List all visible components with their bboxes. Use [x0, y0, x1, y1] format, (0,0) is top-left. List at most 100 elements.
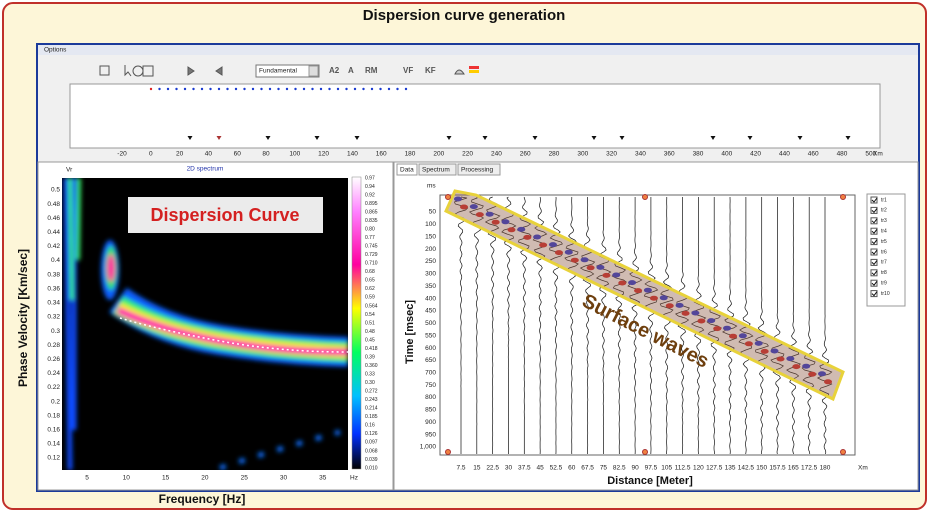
y-tick-label: 900: [425, 419, 436, 426]
tab[interactable]: [418, 163, 457, 176]
panel-title: 2D spectrum: [187, 166, 224, 173]
check-mark: [871, 260, 878, 266]
trace-checkbox[interactable]: [870, 206, 878, 214]
trace-checkbox[interactable]: [870, 290, 878, 298]
trace-checkbox[interactable]: [870, 279, 878, 287]
trace-name: tr8: [881, 270, 887, 276]
trace-name: tr4: [881, 229, 887, 235]
tool-icon[interactable]: [469, 70, 479, 73]
y-tick-label: 800: [425, 394, 436, 401]
tab-label[interactable]: Spectrum: [422, 167, 450, 174]
mode-select[interactable]: [255, 64, 320, 78]
tool-icon[interactable]: [454, 69, 465, 75]
colorbar: [351, 176, 362, 470]
tool-icon[interactable]: [99, 65, 110, 76]
toolbar-button[interactable]: A2: [329, 66, 340, 75]
tab[interactable]: [396, 163, 418, 176]
source-marker: [216, 136, 222, 140]
trace: [516, 196, 532, 454]
wave-peak: [713, 326, 722, 332]
trace: [738, 196, 754, 455]
trace-checkbox[interactable]: [870, 217, 878, 225]
wave-peak: [729, 333, 738, 339]
trace-name: tr10: [881, 291, 890, 297]
toolbar-button[interactable]: A: [348, 66, 354, 75]
trace-checkbox[interactable]: [870, 269, 878, 277]
trace-checkbox[interactable]: [870, 248, 878, 256]
geophone-dot: [328, 87, 331, 91]
tab-label[interactable]: Processing: [461, 167, 494, 174]
x-tick-label: 75: [600, 465, 608, 472]
tool-icon[interactable]: [142, 65, 154, 77]
tool-icon[interactable]: [469, 66, 479, 69]
ruler-tick-label: 80: [262, 151, 270, 158]
y-tick-label: 0.38: [47, 271, 60, 278]
y-tick-label: 0.34: [47, 300, 60, 307]
x-tick-label: 37.5: [518, 465, 531, 472]
ruler-tick-label: 180: [405, 151, 416, 158]
toolbar-button[interactable]: VF: [403, 66, 413, 75]
trace-checkbox[interactable]: [870, 258, 878, 266]
colorbar-tick-label: 0.126: [365, 431, 378, 437]
source-marker: [354, 136, 360, 140]
x-unit: Xm: [858, 465, 868, 472]
trace: [627, 196, 643, 455]
y-tick-label: 300: [425, 271, 436, 278]
tool-icon[interactable]: [215, 66, 223, 76]
wave-peak: [618, 280, 627, 286]
wave-peak: [824, 379, 832, 385]
ruler-tick-label: 60: [234, 151, 242, 158]
toolbar-button[interactable]: KF: [425, 66, 436, 75]
geophone-dot: [158, 87, 161, 91]
check-mark: [871, 291, 878, 297]
ruler-tick-label: 360: [664, 151, 675, 158]
trace-name: tr2: [881, 208, 887, 214]
y-tick-label: 450: [425, 308, 436, 315]
spectrum-image: [63, 178, 348, 470]
colorbar-tick-label: 0.92: [365, 192, 375, 198]
select-arrow[interactable]: [308, 65, 319, 77]
wave-trough: [564, 249, 573, 255]
trace: [549, 196, 563, 455]
ruler-tick-label: 240: [491, 151, 502, 158]
corner-marker: [642, 449, 648, 455]
trace-name: tr6: [881, 249, 887, 255]
geophone-dot: [183, 87, 187, 91]
ruler-tick-label: 420: [750, 151, 761, 158]
wave-peak: [792, 364, 801, 370]
tool-icon[interactable]: [187, 66, 195, 76]
x-tick-label: 150: [756, 465, 767, 472]
geophone-dot: [149, 87, 153, 91]
y-tick-label: 0.42: [47, 243, 60, 250]
menu-options[interactable]: Options: [44, 47, 67, 54]
wave-peak: [491, 219, 500, 225]
wave-peak: [523, 234, 532, 240]
colorbar-tick-label: 0.418: [365, 346, 378, 352]
colorbar-tick-label: 0.62: [365, 286, 375, 292]
trace-checkbox[interactable]: [870, 238, 878, 246]
y-tick-label: 200: [425, 246, 436, 253]
y-tick-label: 0.26: [47, 356, 60, 363]
wave-trough: [786, 356, 795, 362]
tab[interactable]: [457, 163, 501, 176]
ruler-tick-label: 380: [693, 151, 704, 158]
colorbar-tick-label: 0.30: [365, 380, 375, 386]
colorbar-tick-label: 0.729: [365, 252, 378, 258]
geophone-dot: [362, 87, 365, 91]
trace-checkbox[interactable]: [870, 227, 878, 235]
y-tick-label: 0.16: [47, 427, 60, 434]
tab-label[interactable]: Data: [400, 167, 414, 174]
x-tick-label: 20: [201, 475, 209, 482]
colorbar-tick-label: 0.59: [365, 295, 375, 301]
trace: [484, 196, 501, 455]
colorbar-tick-label: 0.97: [365, 175, 375, 181]
toolbar-button[interactable]: RM: [365, 66, 378, 75]
ruler-tick-label: 400: [721, 151, 732, 158]
source-marker: [710, 136, 716, 140]
tool-icon[interactable]: [124, 65, 132, 77]
trace: [816, 197, 833, 455]
trace-checkbox[interactable]: [870, 196, 878, 204]
x-tick-label: 142.5: [738, 465, 755, 472]
y-tick-label: 0.28: [47, 342, 60, 349]
trace-name: tr9: [881, 281, 887, 287]
